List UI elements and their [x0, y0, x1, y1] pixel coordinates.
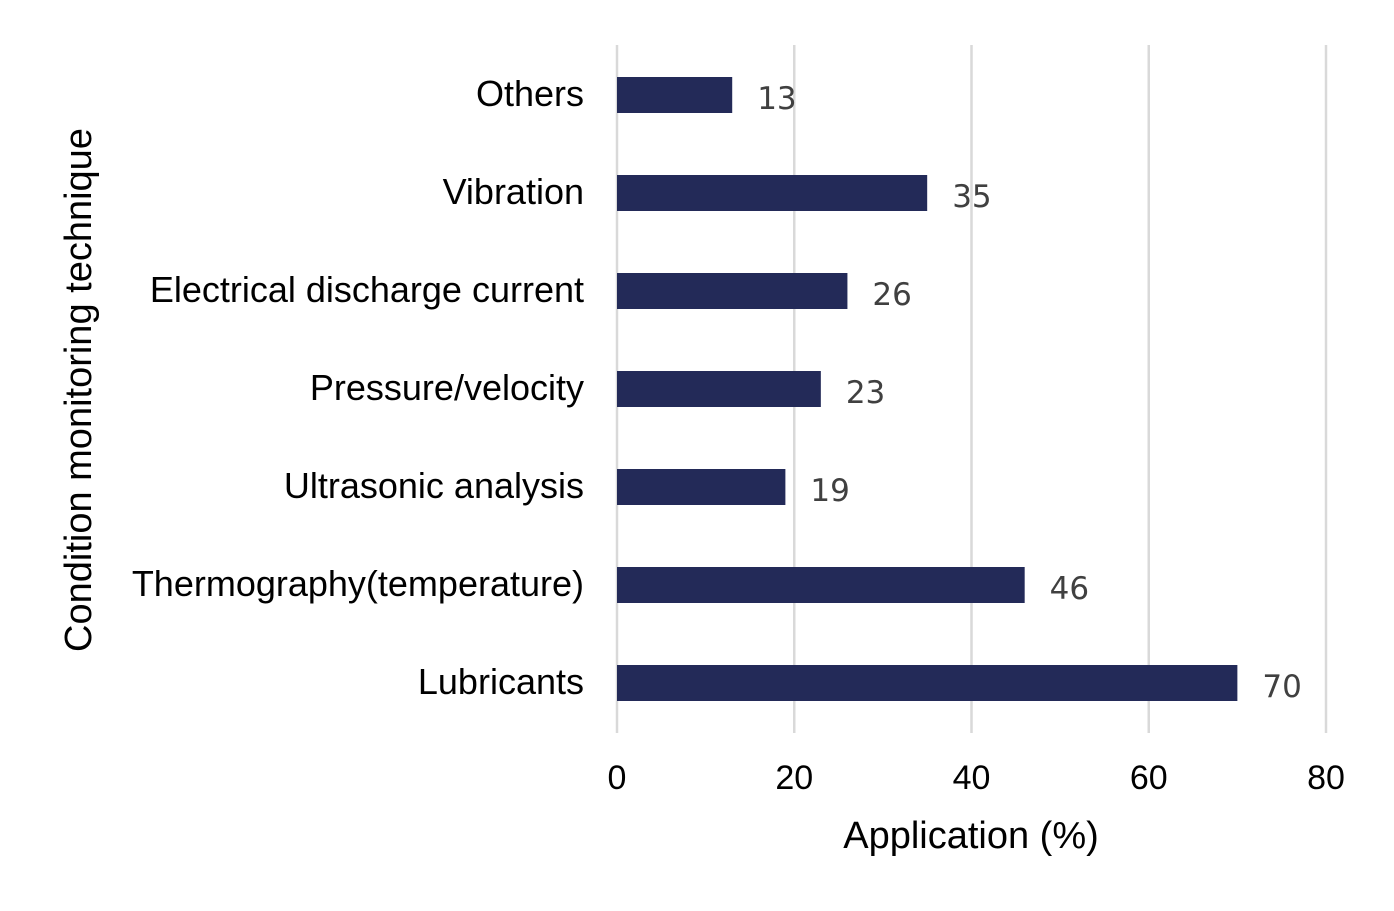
x-tick-label: 0 [608, 759, 627, 797]
bars [617, 77, 1238, 701]
x-tick-label: 20 [775, 759, 813, 797]
data-label: 26 [872, 277, 911, 313]
x-tick-labels: 0 20 40 60 80 [608, 759, 1345, 797]
data-label: 23 [846, 375, 885, 411]
bar [617, 665, 1238, 701]
data-label: 70 [1262, 669, 1301, 705]
bar [617, 77, 733, 113]
gridlines [615, 45, 1328, 733]
x-axis-title: Application (%) [843, 815, 1099, 857]
x-tick-label: 80 [1307, 759, 1345, 797]
x-tick-label: 60 [1130, 759, 1168, 797]
data-label: 13 [757, 81, 796, 117]
bar [617, 567, 1025, 603]
data-label: 35 [952, 179, 991, 215]
category-label: Lubricants [418, 661, 584, 702]
category-label: Electrical discharge current [150, 269, 584, 310]
data-label: 46 [1050, 571, 1089, 607]
category-labels: Others Vibration Electrical discharge curr… [132, 73, 584, 702]
bar [617, 175, 928, 211]
x-tick-label: 40 [953, 759, 991, 797]
y-axis-title: Condition monitoring technique [58, 128, 100, 652]
category-label: Thermography(temperature) [132, 563, 584, 604]
data-label: 19 [810, 473, 849, 509]
category-label: Vibration [443, 171, 584, 212]
category-label: Pressure/velocity [310, 367, 584, 408]
bar [617, 469, 786, 505]
category-label: Ultrasonic analysis [284, 465, 584, 506]
data-labels: 13 35 26 23 19 46 70 [757, 81, 1302, 705]
bar [617, 273, 848, 309]
bar [617, 371, 821, 407]
category-label: Others [476, 73, 584, 114]
